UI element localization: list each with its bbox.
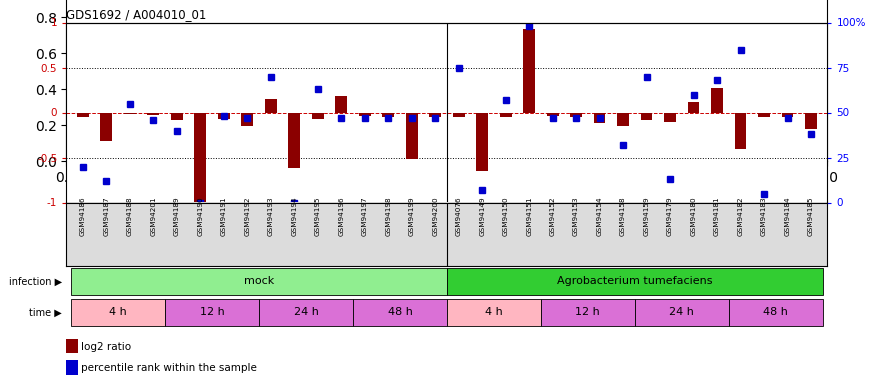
Bar: [594, 112, 605, 123]
Text: Agrobacterium tumefaciens: Agrobacterium tumefaciens: [557, 276, 712, 286]
Bar: [382, 112, 394, 117]
Text: infection ▶: infection ▶: [9, 277, 62, 286]
Bar: [447, 268, 823, 296]
Text: 24 h: 24 h: [294, 307, 319, 317]
Bar: [148, 112, 159, 115]
Bar: [335, 96, 347, 112]
Text: mock: mock: [244, 276, 274, 286]
Bar: [358, 112, 371, 116]
Bar: [688, 102, 699, 112]
Bar: [735, 112, 746, 148]
Bar: [77, 112, 88, 117]
Bar: [665, 112, 676, 122]
Bar: [124, 112, 135, 114]
Text: percentile rank within the sample: percentile rank within the sample: [81, 363, 258, 373]
Bar: [71, 298, 165, 326]
Bar: [635, 298, 729, 326]
Bar: [617, 112, 629, 126]
Bar: [500, 112, 512, 117]
Bar: [570, 112, 582, 117]
Bar: [712, 88, 723, 112]
Text: 24 h: 24 h: [669, 307, 694, 317]
Bar: [218, 112, 229, 119]
Bar: [353, 298, 447, 326]
Bar: [758, 112, 770, 117]
Text: log2 ratio: log2 ratio: [81, 342, 132, 351]
Bar: [265, 99, 277, 112]
Bar: [71, 268, 447, 296]
Text: 12 h: 12 h: [575, 307, 600, 317]
Bar: [641, 112, 652, 120]
Text: time ▶: time ▶: [29, 308, 62, 317]
Text: 4 h: 4 h: [109, 307, 127, 317]
Bar: [312, 112, 324, 119]
Bar: [453, 112, 465, 117]
Bar: [100, 112, 112, 141]
Bar: [781, 112, 794, 117]
Bar: [165, 298, 259, 326]
Bar: [406, 112, 418, 159]
Bar: [523, 29, 535, 112]
Bar: [805, 112, 817, 129]
Bar: [541, 298, 635, 326]
Text: 4 h: 4 h: [485, 307, 503, 317]
Bar: [729, 298, 823, 326]
Bar: [547, 112, 558, 116]
Bar: [259, 298, 353, 326]
Text: 48 h: 48 h: [764, 307, 789, 317]
Bar: [195, 112, 206, 204]
Bar: [429, 112, 441, 117]
Bar: [289, 112, 300, 168]
Text: 12 h: 12 h: [200, 307, 225, 317]
Bar: [171, 112, 182, 120]
Bar: [476, 112, 488, 171]
Bar: [242, 112, 253, 126]
Text: GDS1692 / A004010_01: GDS1692 / A004010_01: [66, 8, 207, 21]
Text: 48 h: 48 h: [388, 307, 412, 317]
Bar: [447, 298, 541, 326]
